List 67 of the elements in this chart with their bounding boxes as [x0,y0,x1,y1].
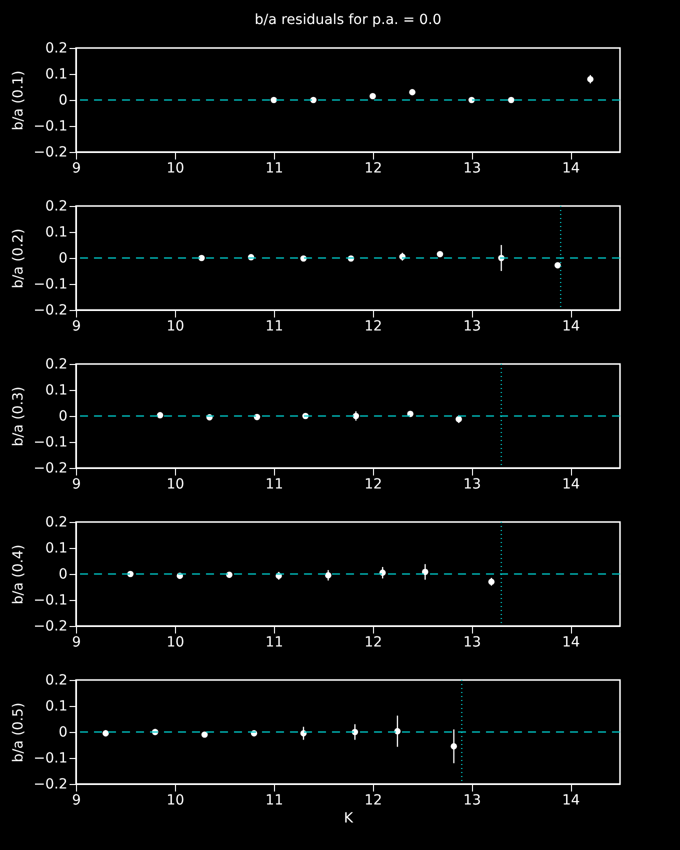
y-tick-label: 0 [58,566,68,582]
x-tick-label: 12 [364,160,382,176]
x-tick-label: 12 [364,634,382,650]
x-tick-label: 11 [265,160,284,176]
x-tick-label: 13 [463,792,482,808]
point [370,92,376,100]
x-tick-label: 13 [463,634,482,650]
y-axis-title: b/a (0.3) [10,386,27,446]
x-tick-label: 12 [364,318,382,334]
y-tick-label: 0.1 [45,224,68,240]
y-tick-label: 0 [58,92,68,108]
x-tick-label: 11 [265,792,284,808]
y-tick-label: 0.1 [45,698,68,714]
x-tick-label: 10 [166,160,184,176]
x-tick-label: 12 [364,476,382,492]
x-tick-label: 11 [265,634,284,650]
x-tick-label: 10 [166,792,184,808]
x-tick-label: 12 [364,792,382,808]
y-tick-label: 0 [58,250,68,266]
point [226,572,232,578]
y-tick-label: 0.2 [45,672,68,688]
y-tick-label: −0.2 [34,460,68,476]
y-tick-label: 0.2 [45,198,68,214]
y-axis-title: b/a (0.2) [10,228,27,288]
y-tick-label: 0.2 [45,514,68,530]
y-tick-label: −0.1 [34,118,68,134]
point [310,96,317,104]
x-tick-label: 10 [166,634,184,650]
y-tick-label: 0.1 [45,382,68,398]
y-tick-label: −0.2 [34,776,68,792]
x-tick-label: 10 [166,318,184,334]
x-tick-label: 14 [562,634,580,650]
chart-title: b/a residuals for p.a. = 0.0 [254,12,442,28]
y-tick-label: 0.1 [45,66,68,82]
y-tick-label: −0.1 [34,276,68,292]
x-tick-label: 13 [463,160,482,176]
y-tick-label: −0.1 [34,750,68,766]
y-tick-label: 0.2 [45,40,68,56]
x-tick-label: 9 [72,634,81,650]
y-axis-title: b/a (0.1) [10,70,27,130]
y-tick-label: 0 [58,408,68,424]
x-axis-title: K [344,810,354,826]
y-tick-label: 0.1 [45,540,68,556]
y-tick-label: −0.2 [34,618,68,634]
x-tick-label: 14 [562,476,580,492]
y-tick-label: −0.1 [34,434,68,450]
y-axis-title: b/a (0.5) [10,702,27,762]
x-tick-label: 13 [463,318,482,334]
x-tick-label: 13 [463,476,482,492]
y-tick-label: −0.2 [34,302,68,318]
x-tick-label: 9 [72,160,81,176]
x-tick-label: 14 [562,160,580,176]
y-axis-title: b/a (0.4) [10,544,27,604]
x-tick-label: 9 [72,476,81,492]
x-tick-label: 14 [562,792,580,808]
x-tick-label: 10 [166,476,184,492]
point [270,96,277,104]
point [508,96,514,104]
y-tick-label: −0.1 [34,592,68,608]
x-tick-label: 14 [562,318,580,334]
x-tick-label: 11 [265,476,284,492]
x-tick-label: 11 [265,318,284,334]
y-tick-label: −0.2 [34,144,68,160]
x-tick-label: 9 [72,318,81,334]
y-tick-label: 0 [58,724,68,740]
y-tick-label: 0.2 [45,356,68,372]
x-tick-label: 9 [72,792,81,808]
